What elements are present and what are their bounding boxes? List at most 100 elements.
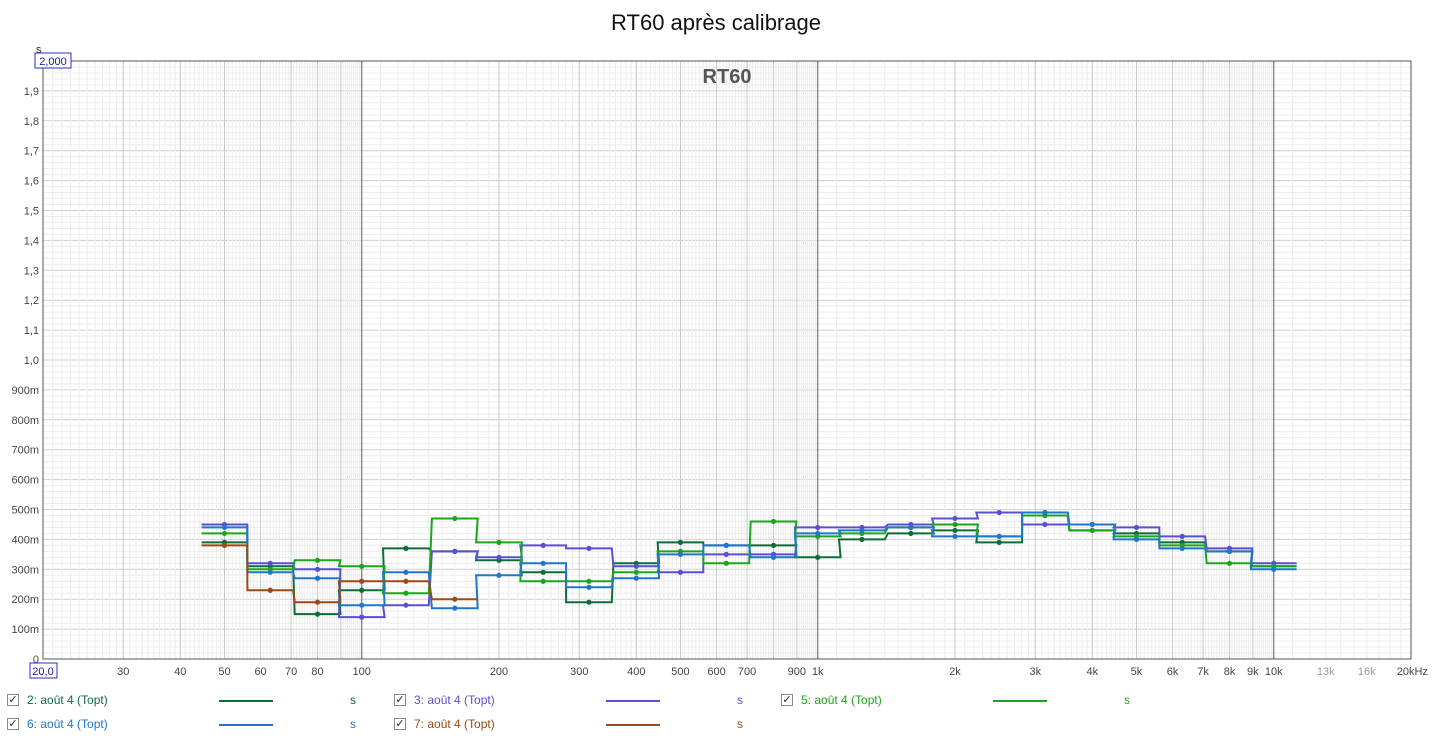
legend-label: 7: août 4 (Topt) [414,717,495,731]
x-tick-label: 3k [1029,666,1041,678]
y-axis-ticks: 100m 200m 300m 400m 500m 600m 700m 800m 900m 1,0 1… [11,86,39,666]
data-point [586,599,592,605]
data-point [496,554,502,560]
x-tick-label: 300 [570,666,588,678]
data-point [267,587,273,593]
x-tick-label: 6k [1167,666,1179,678]
data-point [996,539,1002,545]
plot-frame [42,60,1412,660]
legend-row-2: ✓ 6: août 4 (Topt) s ✓ 7: août 4 (Topt) … [0,716,1433,736]
legend-swatch [606,724,660,726]
data-point [359,563,365,569]
x-tick-label: 400 [627,666,645,678]
x-tick-label: 700 [738,666,756,678]
y-tick-label: 0 [33,654,39,666]
rt60-chart: RT60 après calibrage s RT60 100m 200m 300m… [11,10,1428,679]
data-point [815,554,821,560]
series-4 [201,509,1297,611]
data-point [1133,536,1140,543]
x-tick-label: 500 [671,666,689,678]
data-point [723,551,729,557]
legend-swatch [219,724,273,726]
y-axis-unit: s [36,44,42,56]
y-tick-label: 1,5 [24,206,39,218]
x-tick-label: 600 [707,666,725,678]
data-point [359,614,365,620]
y-tick-label: 700m [11,445,39,457]
x-tick-label: 40 [174,666,186,678]
x-tick-label: 50 [218,666,230,678]
data-point [723,560,729,566]
legend-checkbox[interactable]: ✓ [781,694,793,706]
data-point [815,530,821,537]
y-tick-label: 1,8 [24,116,39,128]
data-point [221,542,228,548]
legend-label: 2: août 4 (Topt) [27,693,108,707]
data-point [452,515,458,522]
y-tick-label: 1,4 [24,235,39,247]
x-axis-left-value[interactable]: 20,0 [29,662,58,679]
data-point [815,524,821,531]
data-point [633,563,639,569]
data-point [1042,509,1048,516]
data-point [267,560,273,566]
data-point [996,509,1002,516]
legend-checkbox[interactable]: ✓ [7,694,19,706]
y-tick-label: 300m [11,564,39,576]
y-tick-label: 1,6 [24,176,39,188]
x-tick-label: 2k [949,666,961,678]
legend-swatch [993,700,1047,702]
legend-label: 6: août 4 (Topt) [27,717,108,731]
legend-checkbox[interactable]: ✓ [394,718,406,730]
data-point [586,584,592,590]
data-point [952,533,958,540]
data-point [452,548,458,554]
data-point [1042,521,1048,528]
data-point [496,539,502,545]
data-point [359,578,365,584]
legend-unit: s [1124,693,1130,707]
y-tick-label: 1,0 [24,355,39,367]
data-point [540,542,546,548]
legend-unit: s [737,717,743,731]
x-tick-label: 20kHz [1397,666,1428,678]
data-point [314,557,321,563]
x-tick-label: 200 [490,666,508,678]
x-tick-label: 7k [1197,666,1209,678]
data-point [723,542,729,548]
data-point [1271,566,1277,572]
y-tick-label: 1,3 [24,265,39,277]
x-tick-label: 900 [788,666,806,678]
data-point [1179,545,1185,551]
x-tick-label: 10k [1265,666,1283,678]
data-point [496,572,502,578]
data-point [1089,527,1095,534]
data-point [314,599,321,605]
y-tick-label: 500m [11,505,39,517]
y-tick-label: 900m [11,385,39,397]
series-line [201,511,1297,610]
legend-swatch [219,700,273,702]
data-point [633,569,639,575]
x-axis-left-value-label: 20,0 [32,666,53,678]
legend-checkbox[interactable]: ✓ [394,694,406,706]
y-axis-top-value-label: 2,000 [39,56,67,68]
y-tick-label: 1,2 [24,295,39,307]
legend-checkbox[interactable]: ✓ [7,718,19,730]
legend-swatch [606,700,660,702]
data-point [677,551,684,557]
x-axis-ticks: 30 40 50 60 70 80 100 200 300 400 500 600 700 900 1k 2k… [117,666,1428,678]
data-point [677,539,684,545]
data-point [1226,560,1233,566]
data-point [540,569,546,575]
data-point [221,530,228,537]
series-lines [201,509,1297,620]
data-point [859,536,865,543]
data-point [908,530,914,537]
legend-label: 3: août 4 (Topt) [414,693,495,707]
series-5 [201,542,478,605]
data-point [952,515,958,522]
data-point [403,569,409,575]
y-axis-top-value[interactable]: 2,000 [34,52,72,69]
x-tick-label: 8k [1224,666,1236,678]
